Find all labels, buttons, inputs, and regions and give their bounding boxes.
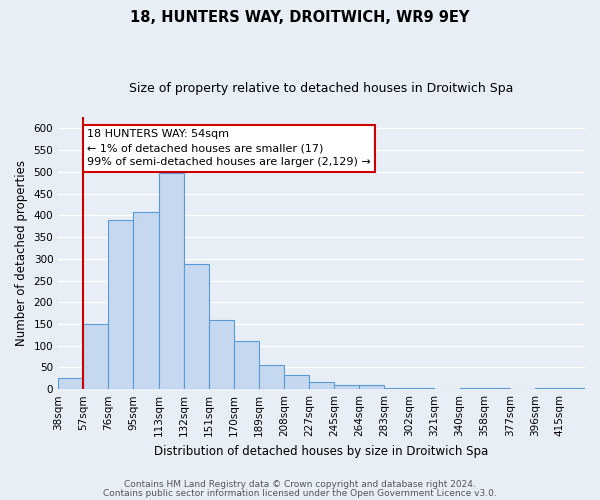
Text: 18 HUNTERS WAY: 54sqm
← 1% of detached houses are smaller (17)
99% of semi-detac: 18 HUNTERS WAY: 54sqm ← 1% of detached h… xyxy=(87,129,371,167)
Bar xyxy=(133,212,158,389)
Bar xyxy=(309,382,334,389)
Bar xyxy=(560,388,585,389)
Bar xyxy=(259,366,284,389)
Text: 18, HUNTERS WAY, DROITWICH, WR9 9EY: 18, HUNTERS WAY, DROITWICH, WR9 9EY xyxy=(130,10,470,25)
Bar xyxy=(485,388,510,389)
X-axis label: Distribution of detached houses by size in Droitwich Spa: Distribution of detached houses by size … xyxy=(154,444,489,458)
Bar xyxy=(83,324,109,389)
Bar xyxy=(58,378,83,389)
Title: Size of property relative to detached houses in Droitwich Spa: Size of property relative to detached ho… xyxy=(130,82,514,96)
Bar xyxy=(535,388,560,389)
Text: Contains HM Land Registry data © Crown copyright and database right 2024.: Contains HM Land Registry data © Crown c… xyxy=(124,480,476,489)
Bar xyxy=(184,264,209,389)
Text: Contains public sector information licensed under the Open Government Licence v3: Contains public sector information licen… xyxy=(103,488,497,498)
Bar xyxy=(359,385,385,389)
Y-axis label: Number of detached properties: Number of detached properties xyxy=(15,160,28,346)
Bar xyxy=(385,388,409,389)
Bar xyxy=(409,388,434,389)
Bar xyxy=(334,385,359,389)
Bar xyxy=(209,320,234,389)
Bar xyxy=(234,342,259,389)
Bar xyxy=(158,172,184,389)
Bar xyxy=(284,376,309,389)
Bar xyxy=(109,220,133,389)
Bar xyxy=(460,388,485,389)
